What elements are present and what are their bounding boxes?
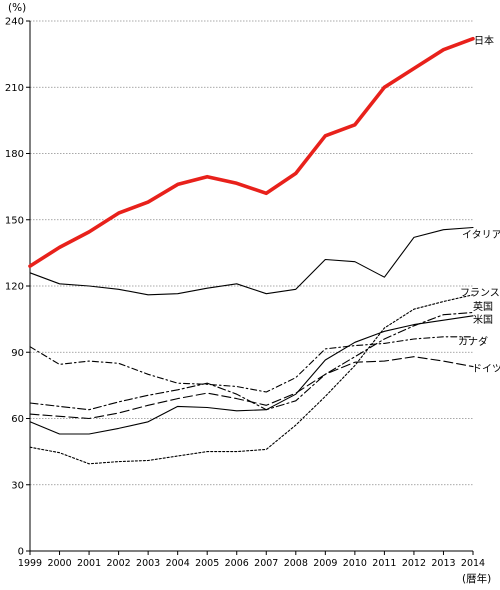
x-tick-label: 2013 xyxy=(431,558,455,569)
x-axis-unit-label: (暦年) xyxy=(462,572,491,585)
y-axis-ticks: 0 30 60 90 120 150 180 210 240 xyxy=(5,17,30,558)
series-label: 米国 xyxy=(473,313,493,326)
x-tick-label: 2003 xyxy=(136,558,160,569)
y-tick-label: 30 xyxy=(11,480,24,491)
series-line xyxy=(28,36,475,268)
series-label: 日本 xyxy=(474,34,494,47)
x-tick-label: 2005 xyxy=(195,558,219,569)
x-tick-label: 2009 xyxy=(313,558,337,569)
x-tick-label: 1999 xyxy=(18,558,42,569)
axes xyxy=(29,21,473,552)
y-tick-label: 120 xyxy=(5,282,24,293)
y-tick-label: 0 xyxy=(18,547,24,558)
series-label: フランス xyxy=(460,287,500,299)
x-tick-label: 2008 xyxy=(284,558,308,569)
x-tick-label: 2000 xyxy=(47,558,71,569)
series-lines xyxy=(28,36,475,465)
series-line xyxy=(29,356,474,420)
series-line xyxy=(29,336,474,393)
series-label: カナダ xyxy=(458,335,488,348)
y-tick-label: 180 xyxy=(5,149,24,160)
y-tick-label: 150 xyxy=(5,215,24,226)
x-tick-label: 2007 xyxy=(254,558,278,569)
x-tick-label: 2001 xyxy=(77,558,101,569)
y-tick-label: 90 xyxy=(11,348,24,359)
x-tick-label: 2014 xyxy=(461,558,485,569)
x-axis-ticks: 1999 2000 2001 2002 2003 2004 2005 2006 2007 2008… xyxy=(18,551,485,569)
y-tick-label: 60 xyxy=(11,414,24,425)
gridlines xyxy=(30,20,473,486)
x-tick-label: 2012 xyxy=(402,558,426,569)
y-tick-label: 240 xyxy=(5,17,24,28)
y-axis-unit-label: (%) xyxy=(8,2,26,14)
series-line xyxy=(29,226,474,296)
x-tick-label: 2011 xyxy=(372,558,396,569)
x-tick-label: 2006 xyxy=(225,558,249,569)
x-tick-label: 2002 xyxy=(107,558,131,569)
series-line xyxy=(29,315,474,435)
series-label: ドイツ xyxy=(472,364,500,375)
y-tick-label: 210 xyxy=(5,83,24,94)
series-label: 英国 xyxy=(473,300,493,313)
x-tick-label: 2010 xyxy=(343,558,367,569)
series-line xyxy=(29,294,474,465)
x-tick-label: 2004 xyxy=(166,558,190,569)
series-label: イタリア xyxy=(462,229,500,241)
